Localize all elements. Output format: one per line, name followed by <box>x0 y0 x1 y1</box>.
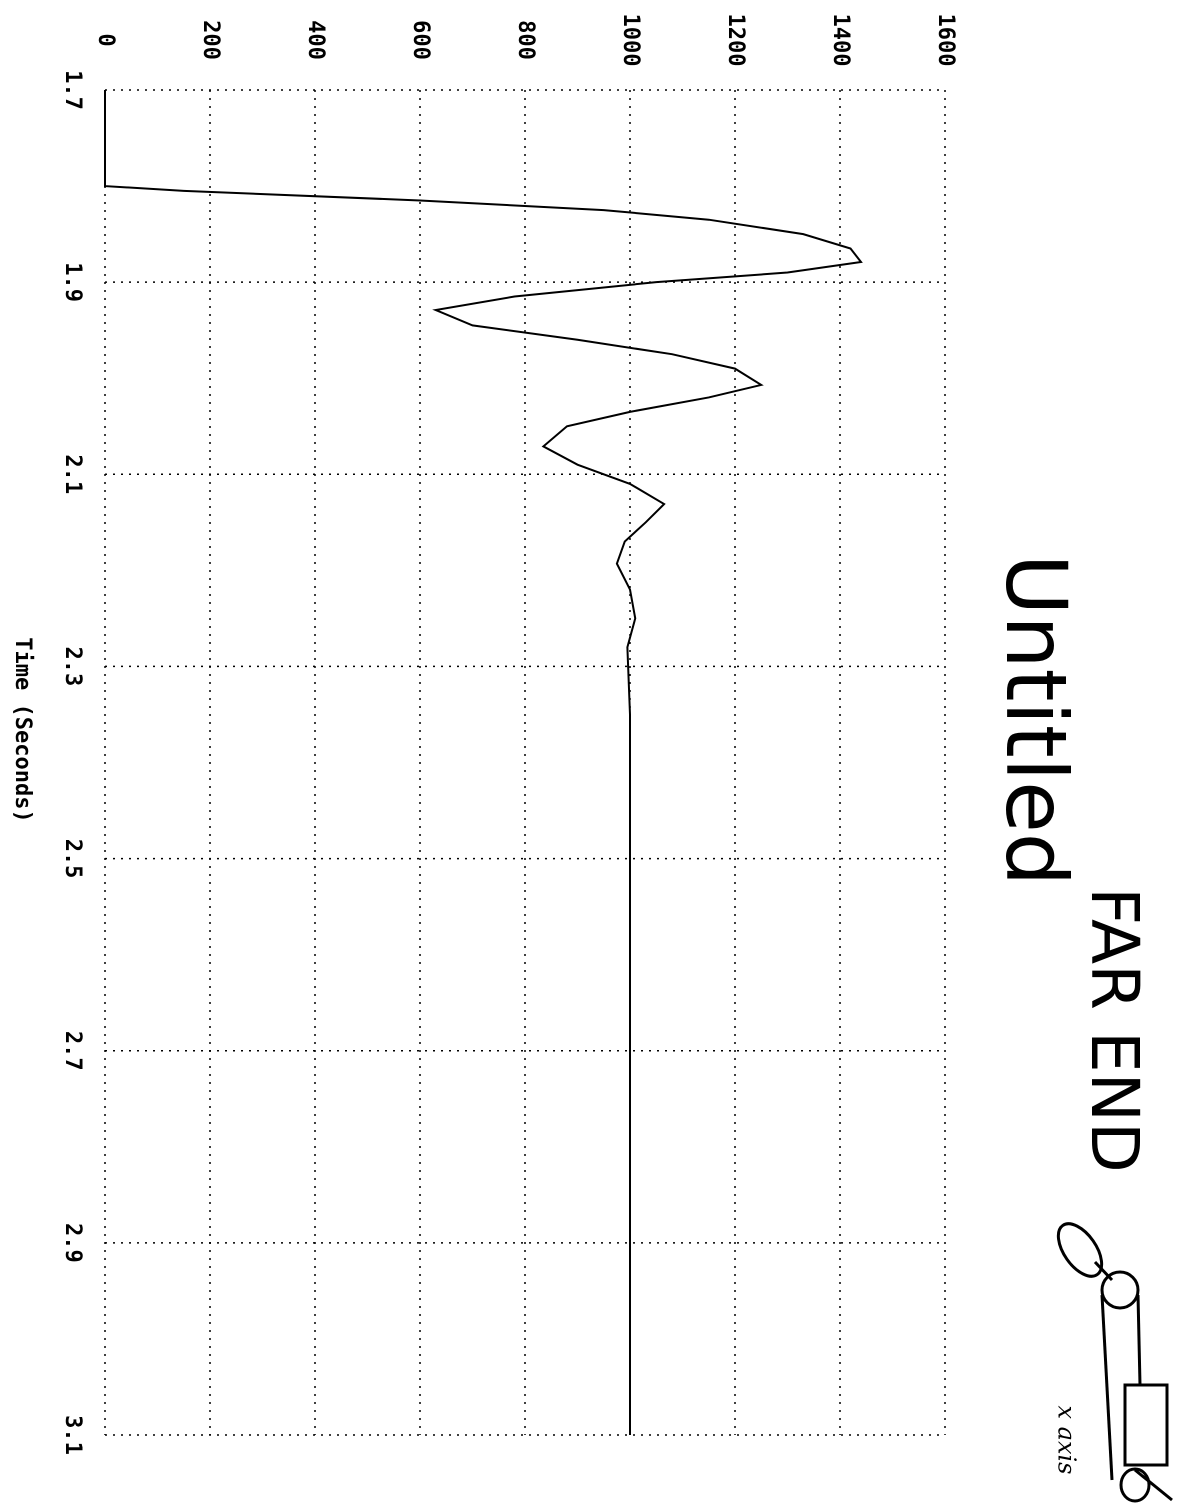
chart-title: Untitled <box>987 554 1085 886</box>
y-tick-label: 1000 <box>618 14 643 67</box>
x-tick-label: 2.3 <box>60 647 85 687</box>
y-tick-label: 800 <box>513 20 538 60</box>
y-tick-label: 1200 <box>723 14 748 67</box>
x-tick-label: 2.1 <box>60 454 85 494</box>
annotation: FAR END <box>1076 887 1153 1173</box>
x-tick-label: 2.5 <box>60 839 85 879</box>
x-tick-label: 1.9 <box>60 262 85 302</box>
y-tick-label: 200 <box>198 20 223 60</box>
y-tick-label: 1400 <box>828 14 853 67</box>
y-tick-label: 400 <box>303 20 328 60</box>
x-tick-label: 2.9 <box>60 1223 85 1263</box>
x-tick-label: 2.7 <box>60 1031 85 1071</box>
data-line <box>104 90 863 1435</box>
y-tick-label: 0 <box>93 33 118 46</box>
mechanism-sketch <box>1056 1222 1173 1503</box>
x-axis-label: Time (Seconds) <box>10 637 35 822</box>
annotation: x axis <box>1053 1406 1081 1475</box>
y-tick-label: 600 <box>408 20 433 60</box>
x-tick-label: 1.7 <box>60 70 85 110</box>
y-tick-label: 1600 <box>933 14 958 67</box>
x-tick-label: 3.1 <box>60 1415 85 1455</box>
